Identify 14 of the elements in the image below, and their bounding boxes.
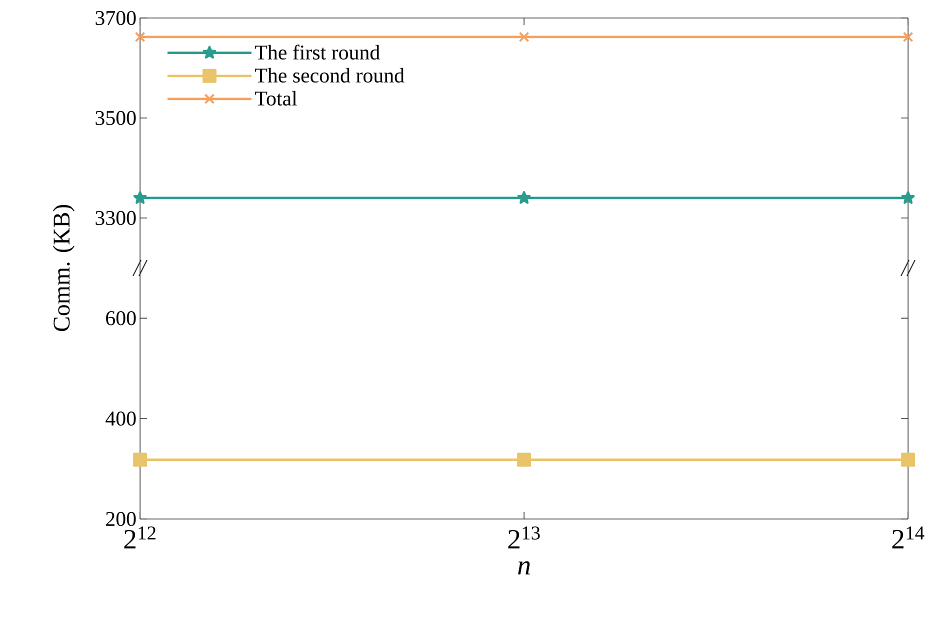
y-tick-label: 3500 xyxy=(96,110,136,126)
x-tick-label: 2$^{12}$ xyxy=(124,526,156,548)
y-tick-label: 600 xyxy=(106,311,136,326)
legend-label: The second round xyxy=(255,68,404,83)
y-axis-title: Comm. (KB) xyxy=(52,204,75,332)
y-tick-label: 3700 xyxy=(96,10,136,26)
y-tick-label: 200 xyxy=(106,512,136,526)
y-tick-label: 3300 xyxy=(96,210,136,226)
x-tick-label: 2$^{13}$ xyxy=(508,526,540,548)
x-axis-title: n xyxy=(518,561,530,574)
legend-label: Total xyxy=(255,90,297,106)
x-tick-label: 2$^{14}$ xyxy=(892,526,924,548)
legend-label: The first round xyxy=(255,44,380,60)
y-tick-label: 400 xyxy=(106,412,136,426)
